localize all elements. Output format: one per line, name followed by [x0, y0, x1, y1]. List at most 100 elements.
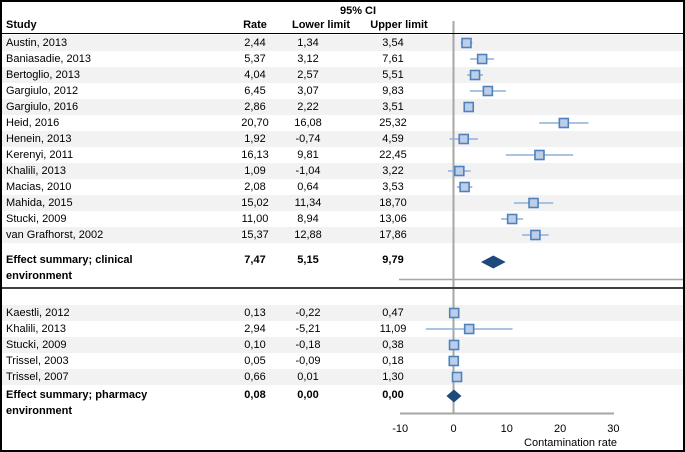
column-header-study: Study: [6, 19, 37, 31]
rate-value: 16,13: [241, 149, 269, 161]
upper-limit-value: 3,53: [382, 181, 404, 193]
row-stripe: [2, 35, 683, 51]
upper-limit-value: 7,61: [382, 53, 404, 65]
x-axis-tick-label: 10: [500, 423, 513, 435]
row-stripe: [2, 305, 683, 321]
study-label: Baniasadie, 2013: [6, 53, 92, 65]
summary-diamond: [446, 389, 462, 403]
header-rule: [2, 32, 683, 34]
row-stripe: [2, 99, 683, 115]
rate-value: 20,70: [241, 117, 269, 129]
lower-limit-value: 11,34: [294, 197, 322, 209]
lower-limit-value: -0,09: [295, 355, 321, 367]
upper-limit-value: 3,51: [382, 101, 404, 113]
column-header-lower-limit: Lower limit: [291, 19, 351, 31]
lower-limit-value: -0,22: [295, 307, 321, 319]
lower-limit-value: 0,01: [297, 371, 319, 383]
summary-lower-value: 5,15: [297, 254, 319, 266]
study-label: Mahida, 2015: [6, 197, 73, 209]
point-estimate-marker: [459, 181, 470, 193]
study-label: Bertoglio, 2013: [6, 69, 80, 81]
point-estimate-marker: [506, 213, 518, 225]
summary-lower-value: 0,00: [297, 389, 319, 401]
rate-value: 11,00: [241, 213, 269, 225]
study-label: Henein, 2013: [6, 133, 72, 145]
point-estimate-marker: [463, 323, 475, 335]
study-label: Stucki, 2009: [6, 213, 67, 225]
lower-limit-value: -0,74: [295, 133, 321, 145]
upper-limit-value: 11,09: [379, 323, 407, 335]
lower-limit-value: 3,12: [297, 53, 319, 65]
rate-value: 6,45: [244, 85, 266, 97]
summary-upper-value: 9,79: [382, 254, 404, 266]
point-estimate-marker: [461, 37, 472, 49]
rate-value: 2,86: [244, 101, 266, 113]
x-axis-tick-label: 20: [553, 423, 567, 435]
upper-limit-value: 13,06: [379, 213, 407, 225]
summary-diamond: [480, 255, 506, 269]
x-axis-tick-label: 0: [450, 423, 457, 435]
point-estimate-marker: [454, 165, 465, 177]
study-label: Trissel, 2007: [6, 371, 69, 383]
rate-value: 2,94: [244, 323, 266, 335]
rate-value: 1,92: [244, 133, 266, 145]
study-label: Kaestli, 2012: [6, 307, 70, 319]
rate-value: 0,13: [244, 307, 266, 319]
x-axis-tick-label: -10: [392, 423, 409, 435]
lower-limit-value: 2,22: [297, 101, 319, 113]
lower-limit-value: 16,08: [294, 117, 322, 129]
point-estimate-marker: [463, 101, 475, 113]
row-stripe: [2, 227, 683, 243]
study-label: Heid, 2016: [6, 117, 60, 129]
study-label: Gargiulo, 2016: [6, 101, 79, 113]
study-label: Khalili, 2013: [6, 323, 66, 335]
point-estimate-marker: [558, 117, 570, 129]
upper-limit-value: 25,32: [379, 117, 407, 129]
rate-value: 1,09: [244, 165, 266, 177]
lower-limit-value: -5,21: [295, 323, 321, 335]
x-axis-tick-label: 30: [607, 423, 620, 435]
rate-value: 15,02: [241, 197, 269, 209]
rate-value: 4,04: [244, 69, 266, 81]
study-label: Kerenyi, 2011: [6, 149, 74, 161]
upper-limit-value: 9,83: [382, 85, 404, 97]
row-stripe: [2, 131, 683, 147]
summary-label-line1: Effect summary; clinical: [6, 254, 133, 266]
lower-limit-value: 2,57: [297, 69, 319, 81]
ci-header-label: 95% CI: [339, 5, 377, 17]
lower-limit-value: 1,34: [297, 37, 319, 49]
study-label: Macias, 2010: [6, 181, 72, 193]
x-axis-title: Contamination rate: [524, 437, 617, 449]
rate-value: 0,05: [244, 355, 266, 367]
summary-label-line1: Effect summary; pharmacy: [6, 389, 148, 401]
point-estimate-marker: [469, 69, 481, 81]
point-estimate-marker: [482, 85, 494, 97]
study-label: Gargiulo, 2012: [6, 85, 79, 97]
upper-limit-value: 5,51: [382, 69, 404, 81]
column-header-upper-limit: Upper limit: [370, 19, 428, 31]
rate-value: 15,37: [241, 229, 269, 241]
group-separator-rule: [2, 287, 683, 289]
upper-limit-value: 4,59: [382, 133, 404, 145]
summary-label-line2: environment: [6, 270, 73, 282]
lower-limit-value: 0,64: [297, 181, 319, 193]
row-stripe: [2, 67, 683, 83]
study-label: Austin, 2013: [6, 37, 68, 49]
upper-limit-value: 3,22: [382, 165, 404, 177]
study-label: Trissel, 2003: [6, 355, 69, 367]
point-estimate-marker: [476, 53, 488, 65]
point-estimate-marker: [451, 371, 463, 383]
upper-limit-value: 0,18: [382, 355, 404, 367]
study-label: van Grafhorst, 2002: [6, 229, 104, 241]
point-estimate-marker: [448, 339, 460, 351]
upper-limit-value: 0,47: [382, 307, 404, 319]
row-stripe: [2, 195, 683, 211]
study-label: Stucki, 2009: [6, 339, 67, 351]
lower-limit-value: 12,88: [294, 229, 322, 241]
lower-limit-value: -0,18: [295, 339, 321, 351]
lower-limit-value: 9,81: [297, 149, 319, 161]
row-stripe: [2, 369, 683, 385]
rate-value: 2,08: [244, 181, 266, 193]
